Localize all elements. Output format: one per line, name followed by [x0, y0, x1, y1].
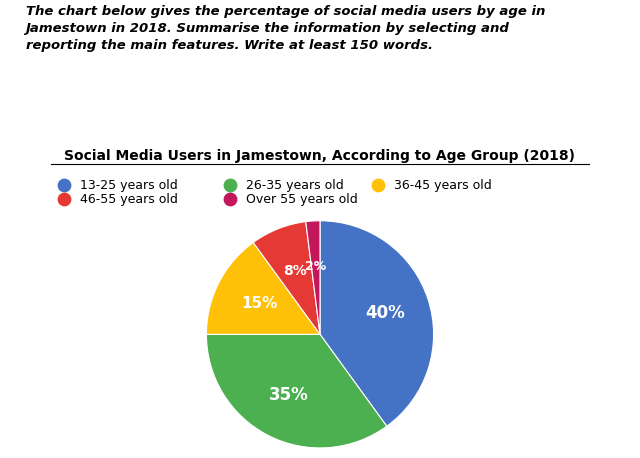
Text: The chart below gives the percentage of social media users by age in
Jamestown i: The chart below gives the percentage of …: [26, 5, 545, 52]
Text: 40%: 40%: [365, 304, 404, 322]
Text: Social Media Users in Jamestown, According to Age Group (2018): Social Media Users in Jamestown, Accordi…: [65, 148, 575, 163]
Wedge shape: [207, 242, 320, 334]
Text: 46-55 years old: 46-55 years old: [80, 193, 178, 206]
Point: [59, 182, 69, 189]
Text: 26-35 years old: 26-35 years old: [246, 179, 344, 192]
Point: [225, 182, 236, 189]
Text: 8%: 8%: [283, 264, 307, 278]
Text: 36-45 years old: 36-45 years old: [394, 179, 492, 192]
Point: [59, 196, 69, 203]
Point: [372, 182, 383, 189]
Wedge shape: [253, 222, 320, 334]
Text: 15%: 15%: [241, 296, 278, 311]
Text: 13-25 years old: 13-25 years old: [80, 179, 178, 192]
Text: Over 55 years old: Over 55 years old: [246, 193, 358, 206]
Wedge shape: [320, 221, 433, 426]
Text: 2%: 2%: [305, 260, 326, 273]
Point: [225, 196, 236, 203]
Text: 35%: 35%: [269, 386, 309, 404]
Wedge shape: [306, 221, 320, 334]
Wedge shape: [207, 334, 387, 448]
